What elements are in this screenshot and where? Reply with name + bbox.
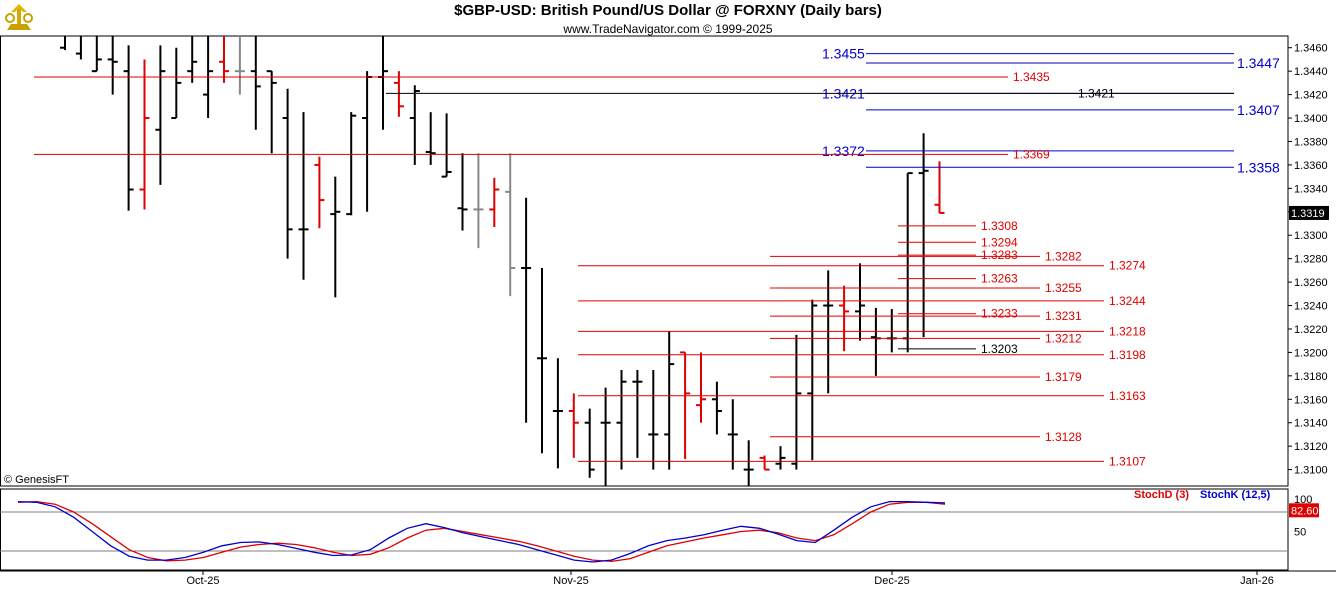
price-tick-label: 1.3380 (1294, 136, 1328, 148)
price-tick-label: 1.3100 (1294, 465, 1328, 477)
level-label-9: 1.3308 (981, 219, 1018, 233)
level-label-17: 1.3233 (981, 307, 1018, 321)
price-tick-label: 1.3400 (1294, 113, 1328, 125)
level-label-20: 1.3212 (1045, 331, 1082, 345)
price-tick-label: 1.3260 (1294, 277, 1328, 289)
price-tick-label: 1.3200 (1294, 347, 1328, 359)
level-label-0: 1.3455 (822, 46, 865, 62)
level-label-25: 1.3128 (1045, 430, 1082, 444)
level-label-6: 1.3372 (822, 143, 865, 159)
stoch-last-box (1289, 503, 1319, 518)
price-tick-label: 1.3160 (1294, 394, 1328, 406)
stoch-panel-frame (0, 488, 1289, 571)
level-label-11: 1.3283 (981, 248, 1018, 262)
level-label-5: 1.3407 (1237, 102, 1280, 118)
price-tick-label: 1.3180 (1294, 371, 1328, 383)
price-tick-label: 1.3120 (1294, 441, 1328, 453)
level-label-21: 1.3203 (981, 342, 1018, 356)
stoch-legend-k: StochK (12,5) (1200, 489, 1271, 501)
level-label-2: 1.3435 (1013, 70, 1050, 84)
price-tick-label: 1.3220 (1294, 324, 1328, 336)
level-label-7: 1.3369 (1013, 147, 1050, 161)
level-label-8: 1.3358 (1237, 159, 1280, 175)
level-label-13: 1.3274 (1109, 259, 1146, 273)
trade-navigator-logo-icon (5, 4, 33, 30)
price-tick-label: 1.3340 (1294, 183, 1328, 195)
chart-subtitle: www.TradeNavigator.com © 1999-2025 (563, 22, 773, 36)
price-tick-label: 1.3440 (1294, 66, 1328, 78)
last-price-box (1289, 205, 1329, 220)
x-tick-label: Nov-25 (553, 575, 588, 587)
level-label-10: 1.3294 (981, 235, 1018, 249)
stoch-series-1 (17, 500, 946, 563)
level-label-23: 1.3179 (1045, 370, 1082, 384)
price-tick-label: 1.3420 (1294, 90, 1328, 102)
stoch-series-0 (17, 500, 946, 563)
stoch-legend-d: StochD (3) (1134, 489, 1189, 501)
level-label-1: 1.3447 (1237, 55, 1280, 71)
last-price-label: 1.3319 (1291, 208, 1325, 220)
price-tick-label: 1.3300 (1294, 230, 1328, 242)
x-tick-label: Dec-25 (874, 575, 909, 587)
stoch-tick-label: 50 (1294, 527, 1306, 539)
copyright-label: © GenesisFT (4, 474, 69, 486)
level-label-14: 1.3263 (981, 272, 1018, 286)
level-label-4: 1.3421 (1078, 86, 1115, 100)
price-tick-label: 1.3140 (1294, 418, 1328, 430)
x-tick-label: Jan-26 (1240, 575, 1274, 587)
level-label-12: 1.3282 (1045, 249, 1082, 263)
x-tick-label: Oct-25 (186, 575, 219, 587)
stoch-last-label: 82.60 (1291, 505, 1319, 517)
price-tick-label: 1.3240 (1294, 301, 1328, 313)
level-label-16: 1.3244 (1109, 294, 1146, 308)
level-label-19: 1.3218 (1109, 324, 1146, 338)
price-tick-label: 1.3280 (1294, 254, 1328, 266)
level-label-22: 1.3198 (1109, 348, 1146, 362)
price-tick-label: 1.3460 (1294, 43, 1328, 55)
level-label-18: 1.3231 (1045, 309, 1082, 323)
price-tick-label: 1.3360 (1294, 160, 1328, 172)
price-panel-frame (0, 35, 1289, 487)
chart-title: $GBP-USD: British Pound/US Dollar @ FORX… (454, 2, 882, 19)
level-label-26: 1.3107 (1109, 454, 1146, 468)
stoch-tick-label: 100 (1294, 494, 1312, 506)
level-label-24: 1.3163 (1109, 389, 1146, 403)
level-label-15: 1.3255 (1045, 281, 1082, 295)
